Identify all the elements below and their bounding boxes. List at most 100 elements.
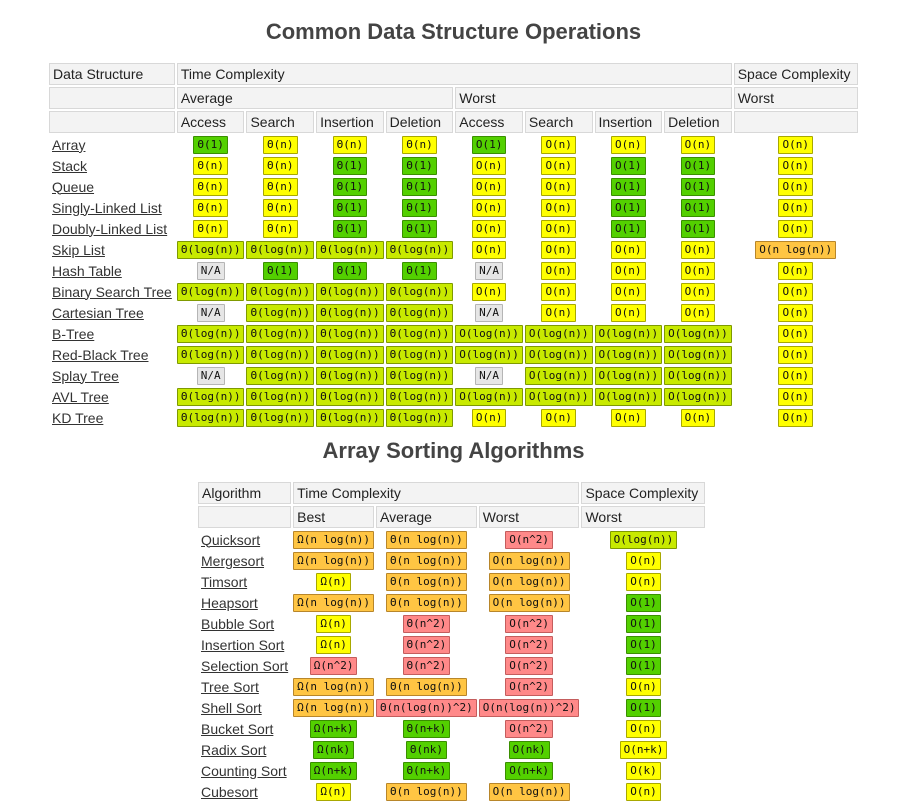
cell-average: Θ(n log(n)) <box>376 782 477 801</box>
link-doubly-linked-list[interactable]: Doubly-Linked List <box>52 220 168 237</box>
row-name-cell: Insertion Sort <box>198 635 291 654</box>
complexity-badge: Θ(1) <box>332 262 368 280</box>
complexity-badge: Θ(log(n)) <box>246 283 315 301</box>
complexity-badge: Θ(log(n)) <box>316 346 384 364</box>
complexity-badge: Θ(log(n)) <box>176 346 245 364</box>
link-red-black-tree[interactable]: Red-Black Tree <box>52 346 149 363</box>
complexity-badge: Θ(log(n)) <box>246 409 315 427</box>
complexity-badge: O(n+k) <box>619 741 668 759</box>
cell-worst-deletion: O(1) <box>664 177 732 196</box>
cell-avg-access: Θ(log(n)) <box>176 324 245 343</box>
link-selection-sort[interactable]: Selection Sort <box>201 657 289 674</box>
complexity-badge: Θ(log(n)) <box>176 241 245 259</box>
complexity-badge: Θ(n) <box>263 199 298 217</box>
link-tree-sort[interactable]: Tree Sort <box>201 678 259 695</box>
complexity-badge: O(n) <box>778 199 813 217</box>
cell-average: Θ(n log(n)) <box>376 593 477 612</box>
link-stack[interactable]: Stack <box>52 157 88 174</box>
cell-space-worst: O(n) <box>734 345 858 364</box>
complexity-badge: Θ(n) <box>193 220 228 238</box>
complexity-badge: Θ(log(n)) <box>316 325 384 343</box>
complexity-badge: O(n) <box>541 157 576 175</box>
complexity-badge: O(n) <box>778 283 813 301</box>
cell-worst-search: O(n) <box>525 261 593 280</box>
header-row-3: Access Search Insertion Deletion Access … <box>49 111 858 133</box>
link-quicksort[interactable]: Quicksort <box>201 531 261 548</box>
cell-avg-search: Θ(log(n)) <box>246 387 315 406</box>
cell-worst-access: O(1) <box>455 135 523 154</box>
link-heapsort[interactable]: Heapsort <box>201 594 258 611</box>
cell-average: Θ(nk) <box>376 740 477 759</box>
row-name-cell: Radix Sort <box>198 740 291 759</box>
cell-space-worst: O(n) <box>734 387 858 406</box>
data-structures-title: Common Data Structure Operations <box>265 19 642 44</box>
complexity-badge: Θ(n^2) <box>402 615 451 633</box>
link-hash-table[interactable]: Hash Table <box>52 262 122 279</box>
link-cubesort[interactable]: Cubesort <box>201 783 258 800</box>
complexity-badge: O(n) <box>471 283 507 301</box>
table-row-cubesort: Cubesort Ω(n) Θ(n log(n)) O(n log(n)) O(n) <box>198 782 705 801</box>
row-name-cell: Shell Sort <box>198 698 291 717</box>
table-row-tree-sort: Tree Sort Ω(n log(n)) Θ(n log(n)) O(n^2) O(n… <box>198 677 705 696</box>
complexity-badge: Θ(1) <box>332 220 368 238</box>
cell-space-worst: O(n) <box>581 551 705 570</box>
cell-average: Θ(n log(n)) <box>376 572 477 591</box>
cell-avg-deletion: Θ(1) <box>386 156 454 175</box>
link-timsort[interactable]: Timsort <box>201 573 248 590</box>
link-mergesort[interactable]: Mergesort <box>201 552 265 569</box>
complexity-badge: O(1) <box>611 199 646 217</box>
complexity-badge: Θ(1) <box>402 157 437 175</box>
row-name-cell: Mergesort <box>198 551 291 570</box>
cell-worst-search: O(n) <box>525 282 593 301</box>
cell-avg-access: Θ(n) <box>177 219 245 238</box>
link-skip-list[interactable]: Skip List <box>52 241 105 258</box>
link-cartesian-tree[interactable]: Cartesian Tree <box>52 304 144 321</box>
cell-worst-insertion: O(n) <box>595 408 663 427</box>
complexity-badge: O(n^2) <box>505 615 553 633</box>
link-splay-tree[interactable]: Splay Tree <box>52 367 119 384</box>
cell-worst-insertion: O(log(n)) <box>594 387 663 406</box>
complexity-badge: O(log(n)) <box>524 388 593 406</box>
complexity-badge: Ω(n+k) <box>309 720 358 738</box>
cell-avg-access: N/A <box>177 303 245 322</box>
link-singly-linked-list[interactable]: Singly-Linked List <box>52 199 162 216</box>
cell-worst: O(n^2) <box>479 677 580 696</box>
cell-avg-insertion: Θ(1) <box>316 219 384 238</box>
cell-worst-search: O(n) <box>525 135 593 154</box>
cell-best: Ω(n+k) <box>293 761 374 780</box>
link-avl-tree[interactable]: AVL Tree <box>52 388 109 405</box>
cell-worst: O(n log(n)) <box>479 782 580 801</box>
row-name-cell: Selection Sort <box>198 656 291 675</box>
link-array[interactable]: Array <box>52 136 86 153</box>
table-row-skip-list: Skip List Θ(log(n)) Θ(log(n)) Θ(log(n)) Θ(lo… <box>49 240 858 259</box>
cell-worst-search: O(log(n)) <box>524 345 593 364</box>
link-counting-sort[interactable]: Counting Sort <box>201 762 287 779</box>
link-queue[interactable]: Queue <box>52 178 95 195</box>
row-name-cell: Timsort <box>198 572 291 591</box>
link-b-tree[interactable]: B-Tree <box>52 325 95 342</box>
link-insertion-sort[interactable]: Insertion Sort <box>201 636 285 653</box>
cell-worst-access: O(n) <box>455 219 523 238</box>
complexity-badge: O(1) <box>611 220 646 238</box>
complexity-badge: O(1) <box>471 136 507 154</box>
complexity-badge: O(log(n)) <box>455 388 523 406</box>
complexity-badge: O(n^2) <box>505 720 553 738</box>
header-op-average-insertion: Insertion <box>316 111 384 133</box>
link-kd-tree[interactable]: KD Tree <box>52 409 104 426</box>
complexity-badge: O(log(n)) <box>664 325 732 343</box>
link-bubble-sort[interactable]: Bubble Sort <box>201 615 275 632</box>
link-shell-sort[interactable]: Shell Sort <box>201 699 262 716</box>
link-binary-search-tree[interactable]: Binary Search Tree <box>52 283 172 300</box>
cell-worst-insertion: O(n) <box>595 303 663 322</box>
cell-avg-insertion: Θ(log(n)) <box>316 324 384 343</box>
cell-worst-deletion: O(log(n)) <box>664 387 732 406</box>
row-name-cell: KD Tree <box>49 408 175 427</box>
header-time-complexity: Time Complexity <box>293 482 580 504</box>
cell-worst: O(n log(n)) <box>479 572 580 591</box>
table-row-splay-tree: Splay Tree N/A Θ(log(n)) Θ(log(n)) Θ(log(n))… <box>49 366 858 385</box>
link-radix-sort[interactable]: Radix Sort <box>201 741 267 758</box>
cell-worst-access: O(n) <box>455 408 523 427</box>
cell-space-worst: O(1) <box>581 656 705 675</box>
cell-worst-insertion: O(log(n)) <box>594 366 663 385</box>
link-bucket-sort[interactable]: Bucket Sort <box>201 720 274 737</box>
